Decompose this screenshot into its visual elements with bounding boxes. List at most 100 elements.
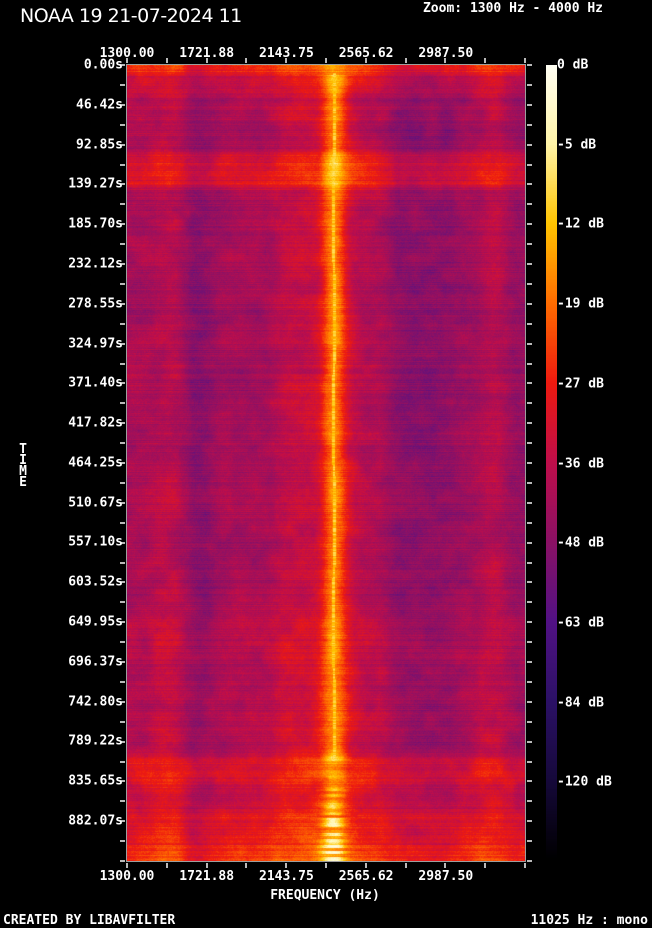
y-tick-mark	[120, 163, 125, 166]
y-tick-mark	[120, 700, 125, 703]
y-tick-mark	[120, 103, 125, 106]
x-tick-mark	[484, 58, 487, 63]
y-tick-mark	[527, 860, 532, 862]
x-tick-mark	[165, 863, 168, 868]
y-axis-tick-label: 278.55s	[68, 296, 123, 312]
y-tick-mark	[120, 541, 125, 544]
y-tick-mark	[527, 561, 532, 564]
y-tick-mark	[120, 521, 125, 524]
y-tick-mark	[120, 64, 125, 66]
x-tick-mark	[364, 58, 367, 63]
y-tick-mark	[527, 64, 532, 66]
y-axis-tick-label: 417.82s	[68, 415, 123, 431]
y-tick-mark	[120, 382, 125, 385]
y-tick-mark	[527, 760, 532, 763]
y-tick-mark	[527, 462, 532, 464]
y-tick-mark	[527, 402, 532, 405]
y-tick-mark	[527, 641, 532, 644]
y-tick-mark	[527, 322, 532, 325]
y-tick-mark	[527, 103, 532, 106]
x-axis-tick-label: 1300.00	[99, 869, 155, 884]
y-tick-mark	[527, 521, 532, 524]
y-tick-mark	[120, 282, 125, 285]
y-tick-mark	[120, 860, 125, 862]
x-tick-mark	[325, 863, 327, 868]
y-tick-mark	[527, 422, 532, 425]
colorbar-tick-label: -84 dB	[557, 695, 604, 711]
y-axis-title-letter: E	[19, 475, 27, 490]
y-axis-tick-label: 46.42s	[76, 97, 123, 113]
y-axis-tick-label: 0.00s	[83, 57, 123, 73]
x-axis-tick-label: 2987.50	[418, 46, 474, 61]
y-tick-mark	[120, 223, 125, 226]
y-tick-mark	[527, 143, 532, 146]
x-tick-mark	[285, 863, 288, 868]
y-tick-mark	[527, 163, 532, 166]
y-tick-mark	[527, 382, 532, 385]
x-tick-mark	[364, 863, 367, 868]
y-tick-mark	[527, 481, 532, 484]
y-axis-title-letter: I	[19, 453, 27, 468]
colorbar-tick-label: -27 dB	[557, 376, 604, 392]
y-tick-mark	[120, 442, 125, 445]
colorbar-gradient	[546, 65, 557, 861]
y-tick-mark	[120, 720, 125, 723]
colorbar-tick-label: -5 dB	[557, 137, 597, 153]
y-tick-mark	[527, 601, 532, 604]
y-tick-mark	[120, 501, 125, 504]
y-tick-mark	[120, 661, 125, 663]
y-tick-mark	[120, 402, 125, 405]
y-axis-tick-label: 464.25s	[68, 455, 123, 471]
y-tick-mark	[120, 83, 125, 86]
y-tick-mark	[527, 362, 532, 365]
y-axis-tick-label: 139.27s	[68, 176, 123, 192]
y-tick-mark	[120, 760, 125, 763]
x-tick-mark	[524, 863, 526, 868]
x-tick-mark	[126, 58, 128, 63]
y-tick-mark	[120, 322, 125, 325]
x-axis-title: FREQUENCY (Hz)	[270, 888, 380, 903]
y-tick-mark	[527, 83, 532, 86]
y-axis-tick-label: 882.07s	[68, 813, 123, 829]
colorbar-tick-label: -12 dB	[557, 216, 604, 232]
x-tick-mark	[524, 58, 526, 63]
x-tick-mark	[126, 863, 128, 868]
y-axis-tick-label: 371.40s	[68, 375, 123, 391]
y-tick-mark	[120, 601, 125, 604]
y-tick-mark	[527, 243, 532, 246]
x-tick-mark	[205, 863, 208, 868]
x-tick-mark	[165, 58, 168, 63]
colorbar-tick-label: -19 dB	[557, 296, 604, 312]
x-tick-mark	[404, 58, 407, 63]
plot-area	[126, 64, 526, 862]
y-tick-mark	[120, 462, 125, 464]
y-tick-mark	[527, 282, 532, 285]
colorbar-tick-label: -36 dB	[557, 456, 604, 471]
y-tick-mark	[527, 302, 532, 305]
y-tick-mark	[527, 621, 532, 624]
x-axis-tick-label: 1721.88	[179, 869, 235, 884]
x-axis-tick-label: 2565.62	[338, 869, 394, 884]
y-tick-mark	[120, 680, 125, 683]
x-axis-tick-label: 1721.88	[179, 46, 235, 61]
y-tick-mark	[527, 700, 532, 703]
x-tick-mark	[285, 58, 288, 63]
y-tick-mark	[120, 621, 125, 624]
y-tick-mark	[527, 740, 532, 743]
y-axis-tick-label: 835.65s	[68, 773, 123, 789]
y-tick-mark	[527, 541, 532, 544]
colorbar-tick-label: -48 dB	[557, 535, 604, 551]
x-tick-mark	[484, 863, 487, 868]
y-tick-mark	[120, 302, 125, 305]
y-tick-mark	[120, 840, 125, 843]
footer-format: 11025 Hz : mono	[530, 913, 648, 928]
y-axis-tick-label: 185.70s	[68, 216, 123, 232]
y-axis-tick-label: 603.52s	[68, 574, 123, 590]
y-axis-tick-label: 696.37s	[68, 654, 123, 670]
y-axis-tick-label: 92.85s	[76, 137, 123, 153]
colorbar-tick-label: 0 dB	[557, 57, 589, 73]
x-axis-tick-label: 1300.00	[99, 46, 155, 61]
y-tick-mark	[527, 780, 532, 783]
x-tick-mark	[245, 58, 248, 63]
